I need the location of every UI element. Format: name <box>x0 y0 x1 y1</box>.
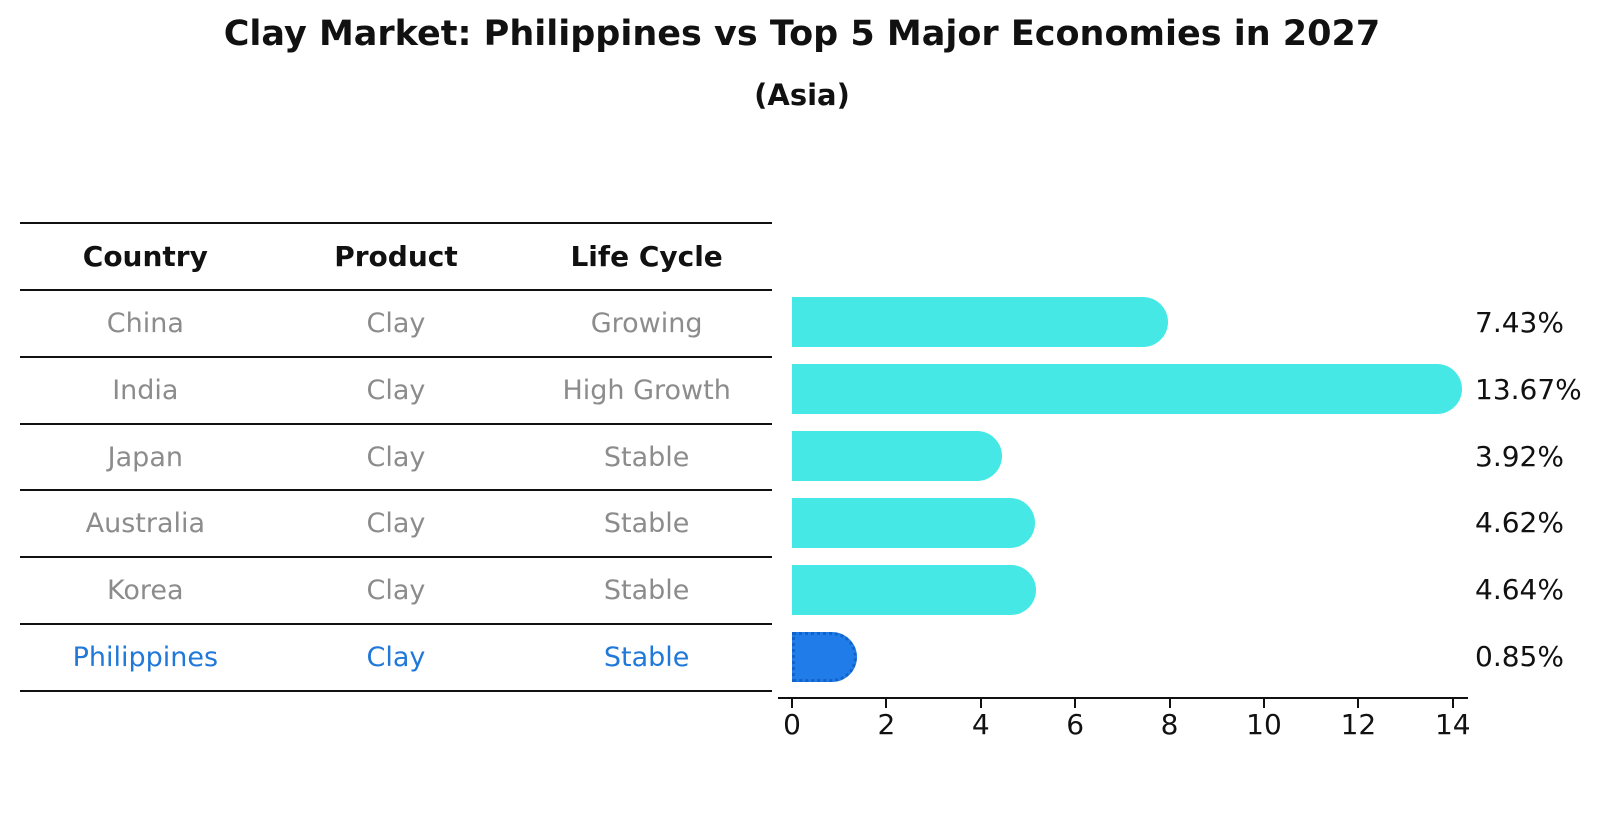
bar-india <box>792 364 1463 415</box>
x-axis-tick <box>979 699 982 708</box>
x-axis-tick <box>1168 699 1171 708</box>
table-cell-life-cycle: Growing <box>590 307 703 339</box>
table-cell-product: Clay <box>366 307 426 339</box>
table-row-australia: Australia Clay Stable <box>20 491 772 559</box>
table-cell-product: Clay <box>366 642 426 674</box>
value-label-philippines: 0.85% <box>1475 640 1564 674</box>
table-cell-country: Japan <box>107 441 183 473</box>
x-axis-tick-label: 10 <box>1246 708 1282 741</box>
table-cell-country: Philippines <box>72 642 219 674</box>
table-cell-country: Australia <box>85 508 206 540</box>
table-cell-life-cycle: High Growth <box>562 374 731 406</box>
x-axis-tick <box>1451 699 1454 708</box>
x-axis-tick <box>1263 699 1265 708</box>
table-cell-life-cycle: Stable <box>603 642 690 674</box>
table-header-cell-life-cycle: Life Cycle <box>570 240 723 273</box>
table-cell-product: Clay <box>366 575 426 607</box>
x-axis-tick-label: 4 <box>971 708 990 741</box>
table-cell-country: India <box>112 374 179 406</box>
x-axis-tick <box>1074 699 1077 708</box>
table-row-korea: Korea Clay Stable <box>20 558 772 626</box>
value-label-china: 7.43% <box>1475 305 1564 339</box>
table-cell-country: Korea <box>107 575 184 607</box>
x-axis-tick-label: 12 <box>1340 708 1377 741</box>
table-row-japan: Japan Clay Stable <box>20 425 772 492</box>
bar-chart: 7.43% 13.67% 3.92% 4.62% 4.64% 0.85% 0 2 4 6 8 10 12… <box>778 289 1604 759</box>
table-cell-product: Clay <box>366 441 426 473</box>
x-axis-tick <box>1357 699 1360 708</box>
table-row-philippines: Philippines Clay Stable <box>20 625 772 692</box>
table-cell-life-cycle: Stable <box>603 441 690 473</box>
x-axis-tick-label: 0 <box>783 708 801 741</box>
value-label-india: 13.67% <box>1475 372 1582 406</box>
table-header-row: Country Product Life Cycle <box>20 224 772 291</box>
table-cell-product: Clay <box>366 374 426 406</box>
x-axis-tick-label: 2 <box>877 708 896 741</box>
table-row-china: China Clay Growing <box>20 291 772 358</box>
table-cell-life-cycle: Stable <box>603 575 690 607</box>
table-cell-country: China <box>106 307 184 339</box>
table-row-india: India Clay High Growth <box>20 358 772 425</box>
value-label-japan: 3.92% <box>1475 439 1564 473</box>
table-header-cell-product: Product <box>334 240 458 273</box>
x-axis-tick <box>885 699 888 708</box>
x-axis-line <box>778 697 1468 699</box>
table-cell-product: Clay <box>366 508 426 540</box>
bar-australia <box>792 497 1036 548</box>
table-cell-life-cycle: Stable <box>603 508 690 540</box>
bar-philippines <box>792 631 858 682</box>
table-body: China Clay Growing India Clay High Growth Japa… <box>20 291 772 692</box>
comparison-table: Country Product Life Cycle China Clay Grow… <box>20 222 772 692</box>
figure-title: Clay Market: Philippines vs Top 5 Major … <box>223 14 1381 54</box>
figure-subtitle: (Asia) <box>754 78 850 112</box>
bar-japan <box>792 431 1003 482</box>
table-header-cell-country: Country <box>82 240 208 273</box>
x-axis-tick-label: 6 <box>1066 708 1085 741</box>
bar-korea <box>792 564 1036 615</box>
x-axis-tick-label: 8 <box>1160 708 1179 741</box>
bar-china <box>792 297 1168 348</box>
x-axis-tick-label: 14 <box>1434 708 1471 741</box>
value-label-australia: 4.62% <box>1475 506 1564 540</box>
value-label-korea: 4.64% <box>1475 573 1564 607</box>
x-axis-tick <box>791 699 793 708</box>
